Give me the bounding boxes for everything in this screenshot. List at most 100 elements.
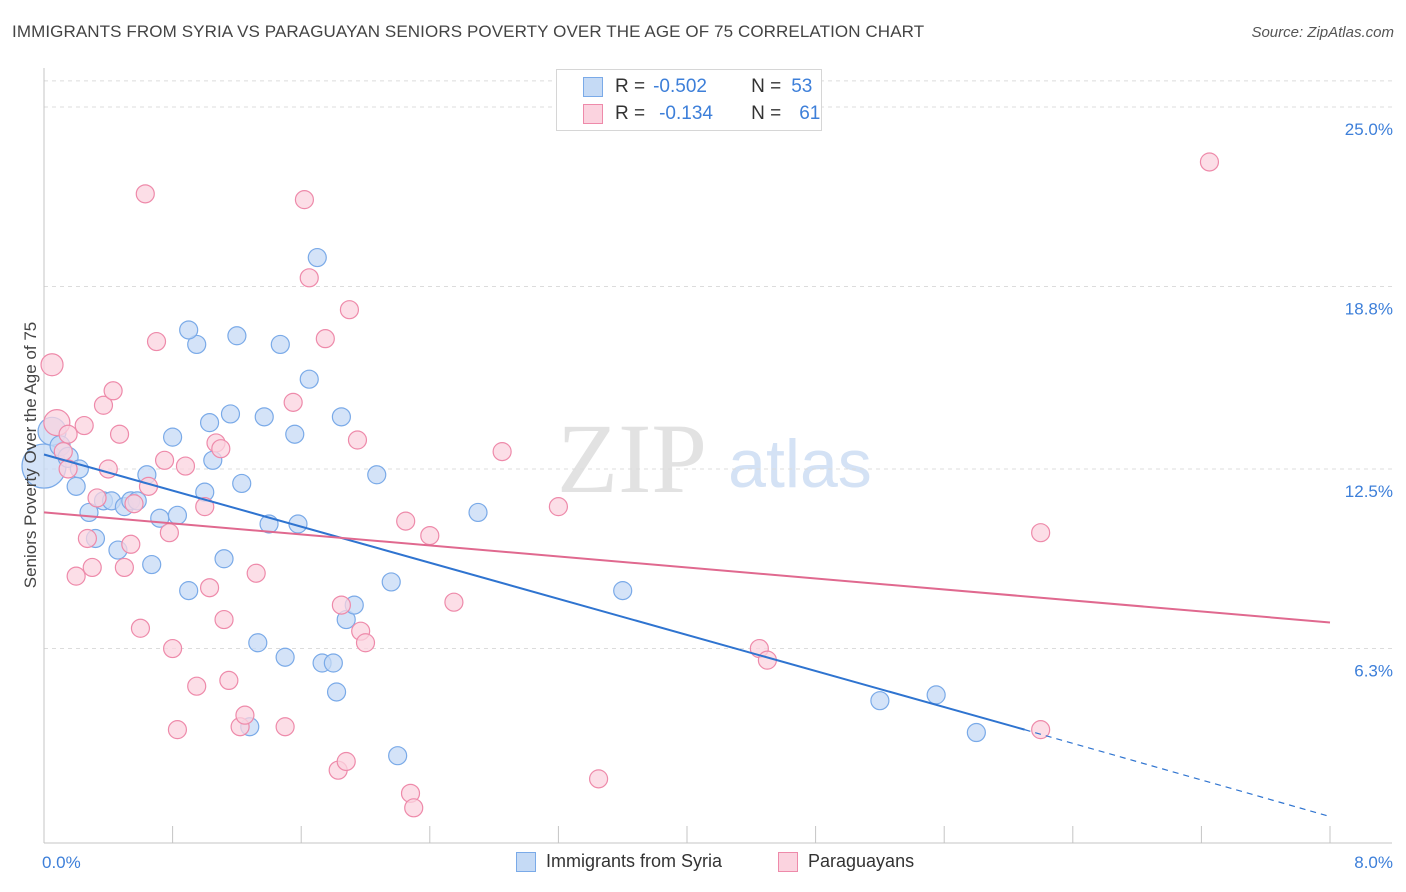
r-label: R = [615, 76, 646, 97]
point-paraguayans [154, 450, 175, 470]
point-paraguayans [124, 494, 144, 514]
r-label: R = [615, 103, 646, 124]
series-legend: Immigrants from Syria Paraguayans [0, 851, 1406, 877]
point-paraguayans [355, 633, 376, 653]
point-syria [142, 554, 162, 575]
legend-swatch-paraguayans [583, 104, 603, 124]
point-paraguayans [331, 595, 351, 615]
point-syria [220, 404, 241, 424]
point-syria [248, 633, 268, 653]
correlation-legend: R = -0.502 N = 53 R = -0.134 N = 61 [556, 69, 822, 131]
n-label: N = [751, 103, 782, 124]
point-paraguayans [1031, 523, 1051, 543]
legend-item-syria[interactable]: Immigrants from Syria [516, 851, 722, 872]
point-paraguayans [1199, 152, 1220, 172]
legend-swatch-syria [516, 851, 536, 872]
y-tick-label: 12.5% [1345, 482, 1393, 501]
legend-row-paraguayans: R = -0.134 N = 61 [583, 101, 820, 127]
point-paraguayans [283, 392, 303, 412]
point-syria [232, 473, 252, 494]
n-value-paraguayans: 61 [799, 103, 821, 124]
x-tick-label-min: 0.0% [42, 853, 81, 872]
data-points [21, 152, 1220, 818]
point-paraguayans [299, 268, 319, 288]
chart-title: IMMIGRANTS FROM SYRIA VS PARAGUAYAN SENI… [12, 22, 925, 41]
point-paraguayans [114, 557, 134, 578]
point-paraguayans [187, 676, 207, 696]
point-paraguayans [1031, 720, 1051, 740]
point-paraguayans [420, 525, 440, 546]
point-syria [285, 424, 305, 444]
point-paraguayans [588, 769, 609, 789]
point-paraguayans [211, 439, 231, 459]
point-paraguayans [163, 638, 183, 659]
y-tick-label: 25.0% [1345, 120, 1393, 139]
point-paraguayans [87, 488, 107, 508]
y-tick-label: 18.8% [1345, 300, 1393, 319]
point-paraguayans [103, 381, 123, 401]
point-paraguayans [167, 720, 188, 740]
r-value-paraguayans: -0.134 [659, 103, 713, 124]
point-syria [299, 369, 319, 389]
point-paraguayans [93, 395, 114, 415]
legend-label-paraguayans: Paraguayans [808, 851, 915, 871]
tick-labels: 6.3% 12.5% 18.8% 25.0% 0.0% 8.0% [42, 120, 1393, 872]
point-syria [227, 326, 247, 346]
point-paraguayans [40, 353, 64, 377]
point-syria [326, 682, 347, 702]
point-paraguayans [58, 459, 78, 479]
point-paraguayans [130, 618, 151, 638]
point-paraguayans [404, 798, 424, 818]
legend-item-paraguayans[interactable]: Paraguayans [778, 851, 914, 872]
point-syria [323, 653, 343, 673]
point-paraguayans [396, 511, 416, 531]
point-paraguayans [77, 528, 98, 549]
point-syria [381, 572, 401, 592]
point-syria [66, 476, 86, 496]
point-paraguayans [219, 670, 239, 691]
point-paraguayans [492, 442, 512, 462]
point-paraguayans [146, 331, 167, 352]
legend-swatch-syria [583, 77, 603, 97]
point-paraguayans [135, 184, 155, 204]
point-paraguayans [336, 751, 356, 772]
point-syria [179, 581, 199, 601]
x-tick-label-max: 8.0% [1354, 853, 1393, 872]
point-paraguayans [347, 430, 368, 450]
point-syria [613, 581, 633, 601]
watermark-zip: ZIP [557, 403, 707, 514]
point-syria [214, 549, 234, 569]
point-paraguayans [294, 190, 315, 210]
point-paraguayans [246, 563, 266, 583]
trend-line-extension-syria [1024, 729, 1331, 818]
point-syria [468, 502, 488, 523]
point-paraguayans [548, 497, 569, 517]
point-paraguayans [74, 415, 94, 436]
trend-line-paraguayans [43, 511, 1331, 624]
point-syria [270, 334, 290, 355]
point-syria [367, 465, 387, 485]
point-syria [199, 413, 220, 433]
point-paraguayans [199, 578, 220, 598]
y-tick-label: 6.3% [1354, 662, 1393, 681]
point-paraguayans [339, 300, 360, 320]
point-syria [331, 407, 351, 427]
point-paraguayans [275, 717, 295, 737]
point-paraguayans [82, 557, 102, 578]
point-syria [307, 247, 327, 268]
point-paraguayans [121, 534, 141, 554]
trend-lines [43, 453, 1331, 818]
point-syria [926, 685, 946, 705]
point-syria [388, 746, 408, 766]
point-syria [870, 691, 890, 711]
y-axis-title: Seniors Poverty Over the Age of 75 [21, 322, 40, 588]
trend-line-syria [43, 453, 1025, 731]
source-label: Source: ZipAtlas.com [1251, 24, 1394, 41]
grid-lines [44, 80, 1392, 650]
point-paraguayans [315, 329, 335, 349]
point-syria [275, 647, 295, 667]
point-syria [966, 722, 986, 743]
watermark-atlas: atlas [728, 426, 872, 502]
n-value-syria: 53 [791, 76, 813, 97]
